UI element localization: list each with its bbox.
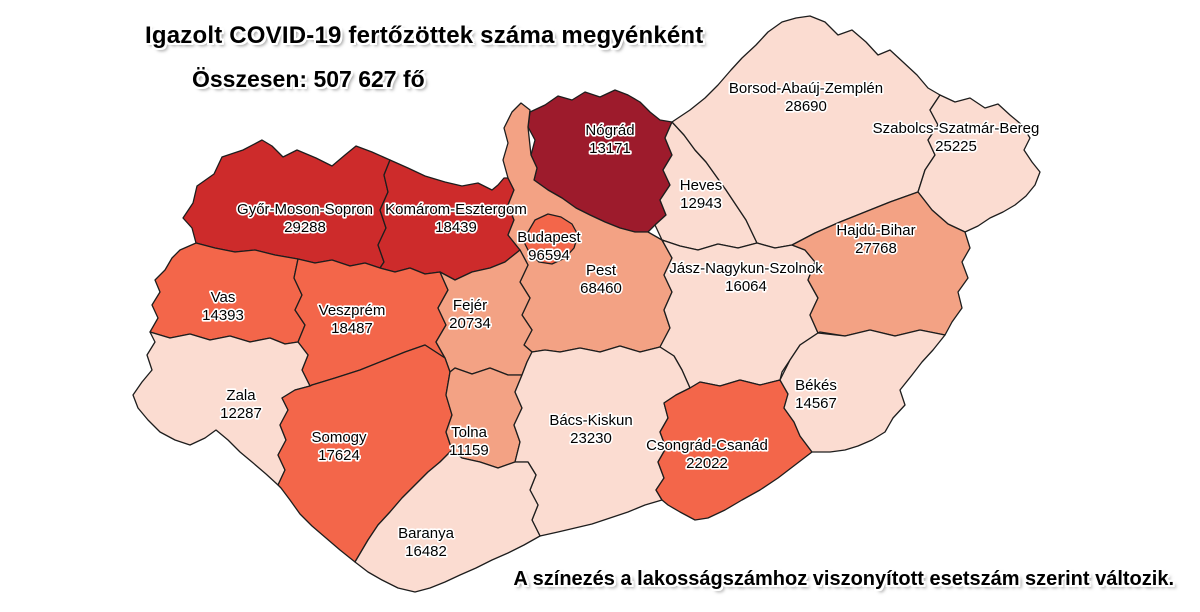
county-name-bacs-kiskun: Bács-Kiskun — [549, 412, 632, 429]
county-name-veszprem: Veszprém — [319, 302, 386, 319]
county-shape-csongrad-csanad — [655, 379, 813, 521]
county-jasz-nagykun-szolnok — [659, 239, 819, 389]
county-value-heves: 12943 — [680, 195, 722, 212]
county-value-fejer: 20734 — [449, 315, 491, 332]
county-value-bacs-kiskun: 23230 — [570, 430, 612, 447]
county-shape-bekes — [779, 329, 946, 453]
county-value-gyor-moson-sopron: 29288 — [284, 219, 326, 236]
county-csongrad-csanad — [655, 379, 813, 521]
county-value-csongrad-csanad: 22022 — [686, 455, 728, 472]
county-name-somogy: Somogy — [311, 429, 367, 446]
county-name-zala: Zala — [226, 387, 256, 404]
county-name-jasz-nagykun-szolnok: Jász-Nagykun-Szolnok — [669, 260, 823, 277]
county-hajdu-bihar — [791, 191, 971, 337]
county-name-szabolcs-szatmar-bereg: Szabolcs-Szatmár-Bereg — [873, 120, 1040, 137]
county-value-pest: 68460 — [580, 280, 622, 297]
county-value-budapest: 96594 — [528, 247, 570, 264]
county-name-vas: Vas — [211, 289, 236, 306]
county-name-hajdu-bihar: Hajdú-Bihar — [836, 222, 915, 239]
county-name-fejer: Fejér — [453, 297, 487, 314]
county-name-gyor-moson-sopron: Győr-Moson-Sopron — [237, 201, 373, 218]
total-count: Összesen: 507 627 fő — [192, 66, 425, 92]
county-value-borsod-abauj-zemplen: 28690 — [785, 98, 827, 115]
county-value-komarom-esztergom: 18439 — [435, 219, 477, 236]
county-name-pest: Pest — [586, 262, 617, 279]
county-bekes — [779, 329, 946, 453]
county-baranya — [354, 449, 541, 593]
county-name-tolna: Tolna — [451, 424, 488, 441]
county-value-baranya: 16482 — [405, 543, 447, 560]
county-shape-baranya — [354, 449, 541, 593]
county-shape-budapest — [523, 213, 579, 265]
county-value-vas: 14393 — [202, 307, 244, 324]
color-scale-footnote: A színezés a lakosságszámhoz viszonyítot… — [513, 568, 1174, 590]
county-szabolcs-szatmar-bereg — [917, 94, 1041, 233]
county-value-tolna: 11159 — [449, 442, 489, 459]
county-value-zala: 12287 — [220, 405, 262, 422]
county-name-csongrad-csanad: Csongrád-Csanád — [646, 437, 768, 454]
county-value-jasz-nagykun-szolnok: 16064 — [725, 278, 767, 295]
county-name-bekes: Békés — [795, 377, 837, 394]
county-name-heves: Heves — [680, 177, 723, 194]
county-name-komarom-esztergom: Komárom-Esztergom — [385, 201, 527, 218]
page-title: Igazolt COVID-19 fertőzöttek száma megyé… — [145, 22, 704, 49]
county-shape-jasz-nagykun-szolnok — [659, 239, 819, 389]
county-shape-szabolcs-szatmar-bereg — [917, 94, 1041, 233]
county-value-nograd: 13171 — [589, 140, 631, 157]
county-shape-hajdu-bihar — [791, 191, 971, 337]
county-value-veszprem: 18487 — [331, 320, 373, 337]
county-value-hajdu-bihar: 27768 — [855, 240, 897, 257]
county-name-nograd: Nógrád — [585, 122, 634, 139]
county-value-szabolcs-szatmar-bereg: 25225 — [935, 138, 977, 155]
county-value-bekes: 14567 — [795, 395, 837, 412]
county-value-somogy: 17624 — [318, 447, 360, 464]
county-name-budapest: Budapest — [517, 229, 581, 246]
county-bacs-kiskun — [513, 345, 691, 537]
county-budapest — [523, 213, 579, 265]
county-name-baranya: Baranya — [398, 525, 455, 542]
county-name-borsod-abauj-zemplen: Borsod-Abaúj-Zemplén — [729, 80, 883, 97]
county-shape-bacs-kiskun — [513, 345, 691, 537]
